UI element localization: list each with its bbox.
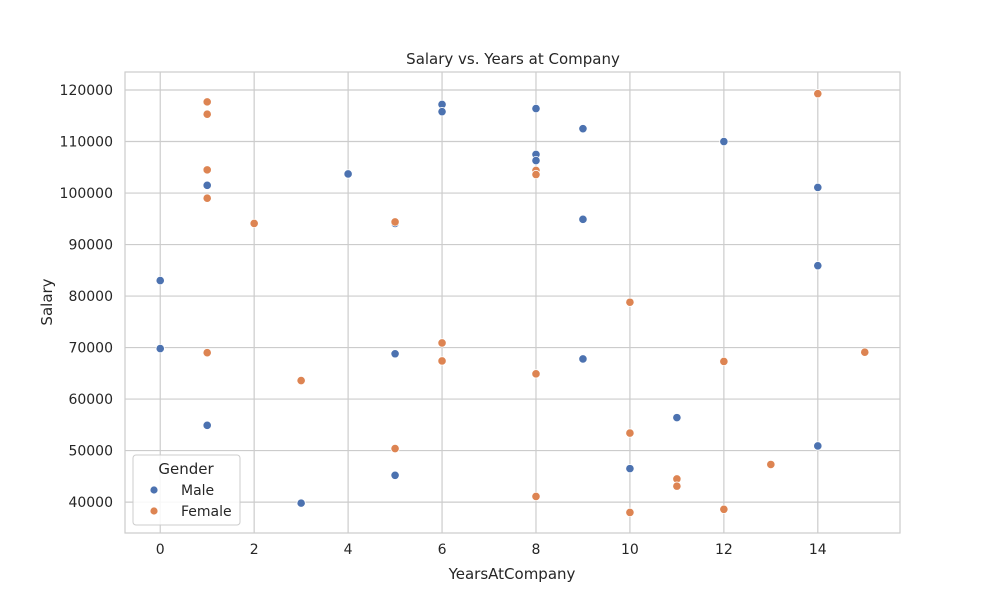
data-point-female [766,459,776,470]
data-point-male [437,107,447,117]
data-point-female [719,504,729,514]
legend-label-female: Female [181,504,232,520]
x-tick-label: 2 [250,542,259,558]
data-point-male [625,464,635,474]
data-point-male [813,182,823,192]
y-tick-label: 120000 [60,83,113,99]
data-point-male [343,169,353,179]
legend-title: Gender [158,460,214,478]
data-point-male [390,349,400,359]
legend: Gender Male Female [132,454,241,526]
data-point-male [390,470,400,480]
data-point-female [437,338,447,348]
data-point-female [437,356,447,366]
y-tick-label: 70000 [68,341,113,357]
data-point-female [625,297,635,307]
x-tick-label: 6 [438,542,447,558]
y-tick-label: 40000 [68,495,113,511]
data-point-female [202,165,212,175]
y-axis-label: Salary [38,278,56,325]
data-point-female [531,369,541,379]
data-point-female [390,217,400,227]
y-tick-label: 100000 [60,186,113,202]
y-tick-label: 90000 [68,238,113,254]
data-point-male [202,420,212,430]
data-point-female [625,428,635,438]
data-point-male [531,103,541,114]
legend-box [132,454,241,526]
data-point-male [296,498,306,508]
grid-lines [125,72,900,533]
x-tick-label: 12 [715,542,733,558]
data-point-female [296,375,306,386]
x-axis-label: YearsAtCompany [448,565,576,583]
data-point-female [202,193,212,203]
data-point-female [813,89,823,99]
data-point-male [202,180,212,190]
data-point-female [390,443,400,454]
x-tick-label: 8 [532,542,541,558]
data-point-male [578,354,588,364]
data-point-male [155,276,165,286]
data-point-female [719,356,729,367]
legend-marker-female [149,506,159,516]
x-tick-labels: 0 2 4 6 8 10 12 14 [156,542,827,558]
data-point-male [813,261,823,271]
legend-label-male: Male [181,483,214,499]
y-tick-label: 110000 [60,135,113,151]
data-point-female [531,491,541,502]
series-female [202,89,870,517]
data-point-female [531,169,541,180]
data-point-male [155,343,165,354]
data-point-male [672,413,682,423]
data-points [155,89,870,517]
data-point-female [860,347,870,357]
y-tick-label: 60000 [68,392,113,408]
y-tick-labels: 40000 50000 60000 70000 80000 90000 100000 1100… [60,83,113,511]
plot-frame [124,71,901,534]
x-tick-label: 4 [344,542,353,558]
legend-marker-male [149,485,159,495]
data-point-female [625,507,635,517]
data-point-male [578,214,588,224]
data-point-male [531,155,541,166]
data-point-female [202,109,212,119]
chart-title: Salary vs. Years at Company [406,50,620,68]
data-point-male [813,441,823,451]
series-male [155,99,823,508]
y-tick-label: 80000 [68,289,113,305]
data-point-male [578,124,588,134]
data-point-female [672,481,682,491]
data-point-female [249,218,259,229]
x-tick-label: 10 [621,542,639,558]
x-tick-label: 14 [809,542,827,558]
data-point-female [202,97,212,107]
data-point-female [202,348,212,358]
y-tick-label: 50000 [68,444,113,460]
data-point-male [719,136,729,147]
x-tick-label: 0 [156,542,165,558]
